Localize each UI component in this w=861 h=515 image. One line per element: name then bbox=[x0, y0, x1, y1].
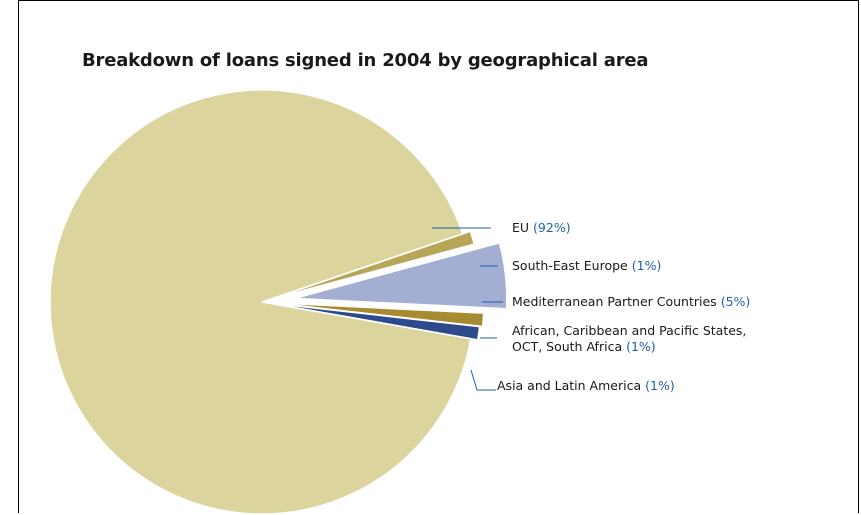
chart-frame bbox=[18, 0, 859, 513]
slice-pct-0: (1%) bbox=[645, 378, 675, 393]
pie-slice-2 bbox=[294, 241, 508, 310]
pie-slice-1 bbox=[271, 302, 485, 328]
slice-pct-1: (1%) bbox=[626, 339, 656, 354]
pie-slices bbox=[49, 89, 508, 515]
chart-title: Breakdown of loans signed in 2004 by geo… bbox=[82, 50, 649, 71]
slice-pct-4: (92%) bbox=[533, 220, 571, 235]
leader-line-0 bbox=[470, 369, 496, 391]
slice-labels: Asia and Latin America (1%) African, Cari… bbox=[497, 220, 750, 393]
pie-slice-4 bbox=[49, 89, 472, 515]
leader-lines bbox=[432, 227, 503, 391]
slice-label-3: South-East Europe (1%) bbox=[512, 258, 661, 273]
slice-label-1: African, Caribbean and Pacific States, OC… bbox=[512, 323, 746, 354]
slice-label-4: EU (92%) bbox=[512, 220, 571, 235]
slice-label-2: Mediterranean Partner Countries (5%) bbox=[512, 294, 750, 309]
slice-pct-2: (5%) bbox=[721, 294, 751, 309]
slice-label-0: Asia and Latin America (1%) bbox=[497, 378, 675, 393]
slice-pct-3: (1%) bbox=[632, 258, 662, 273]
